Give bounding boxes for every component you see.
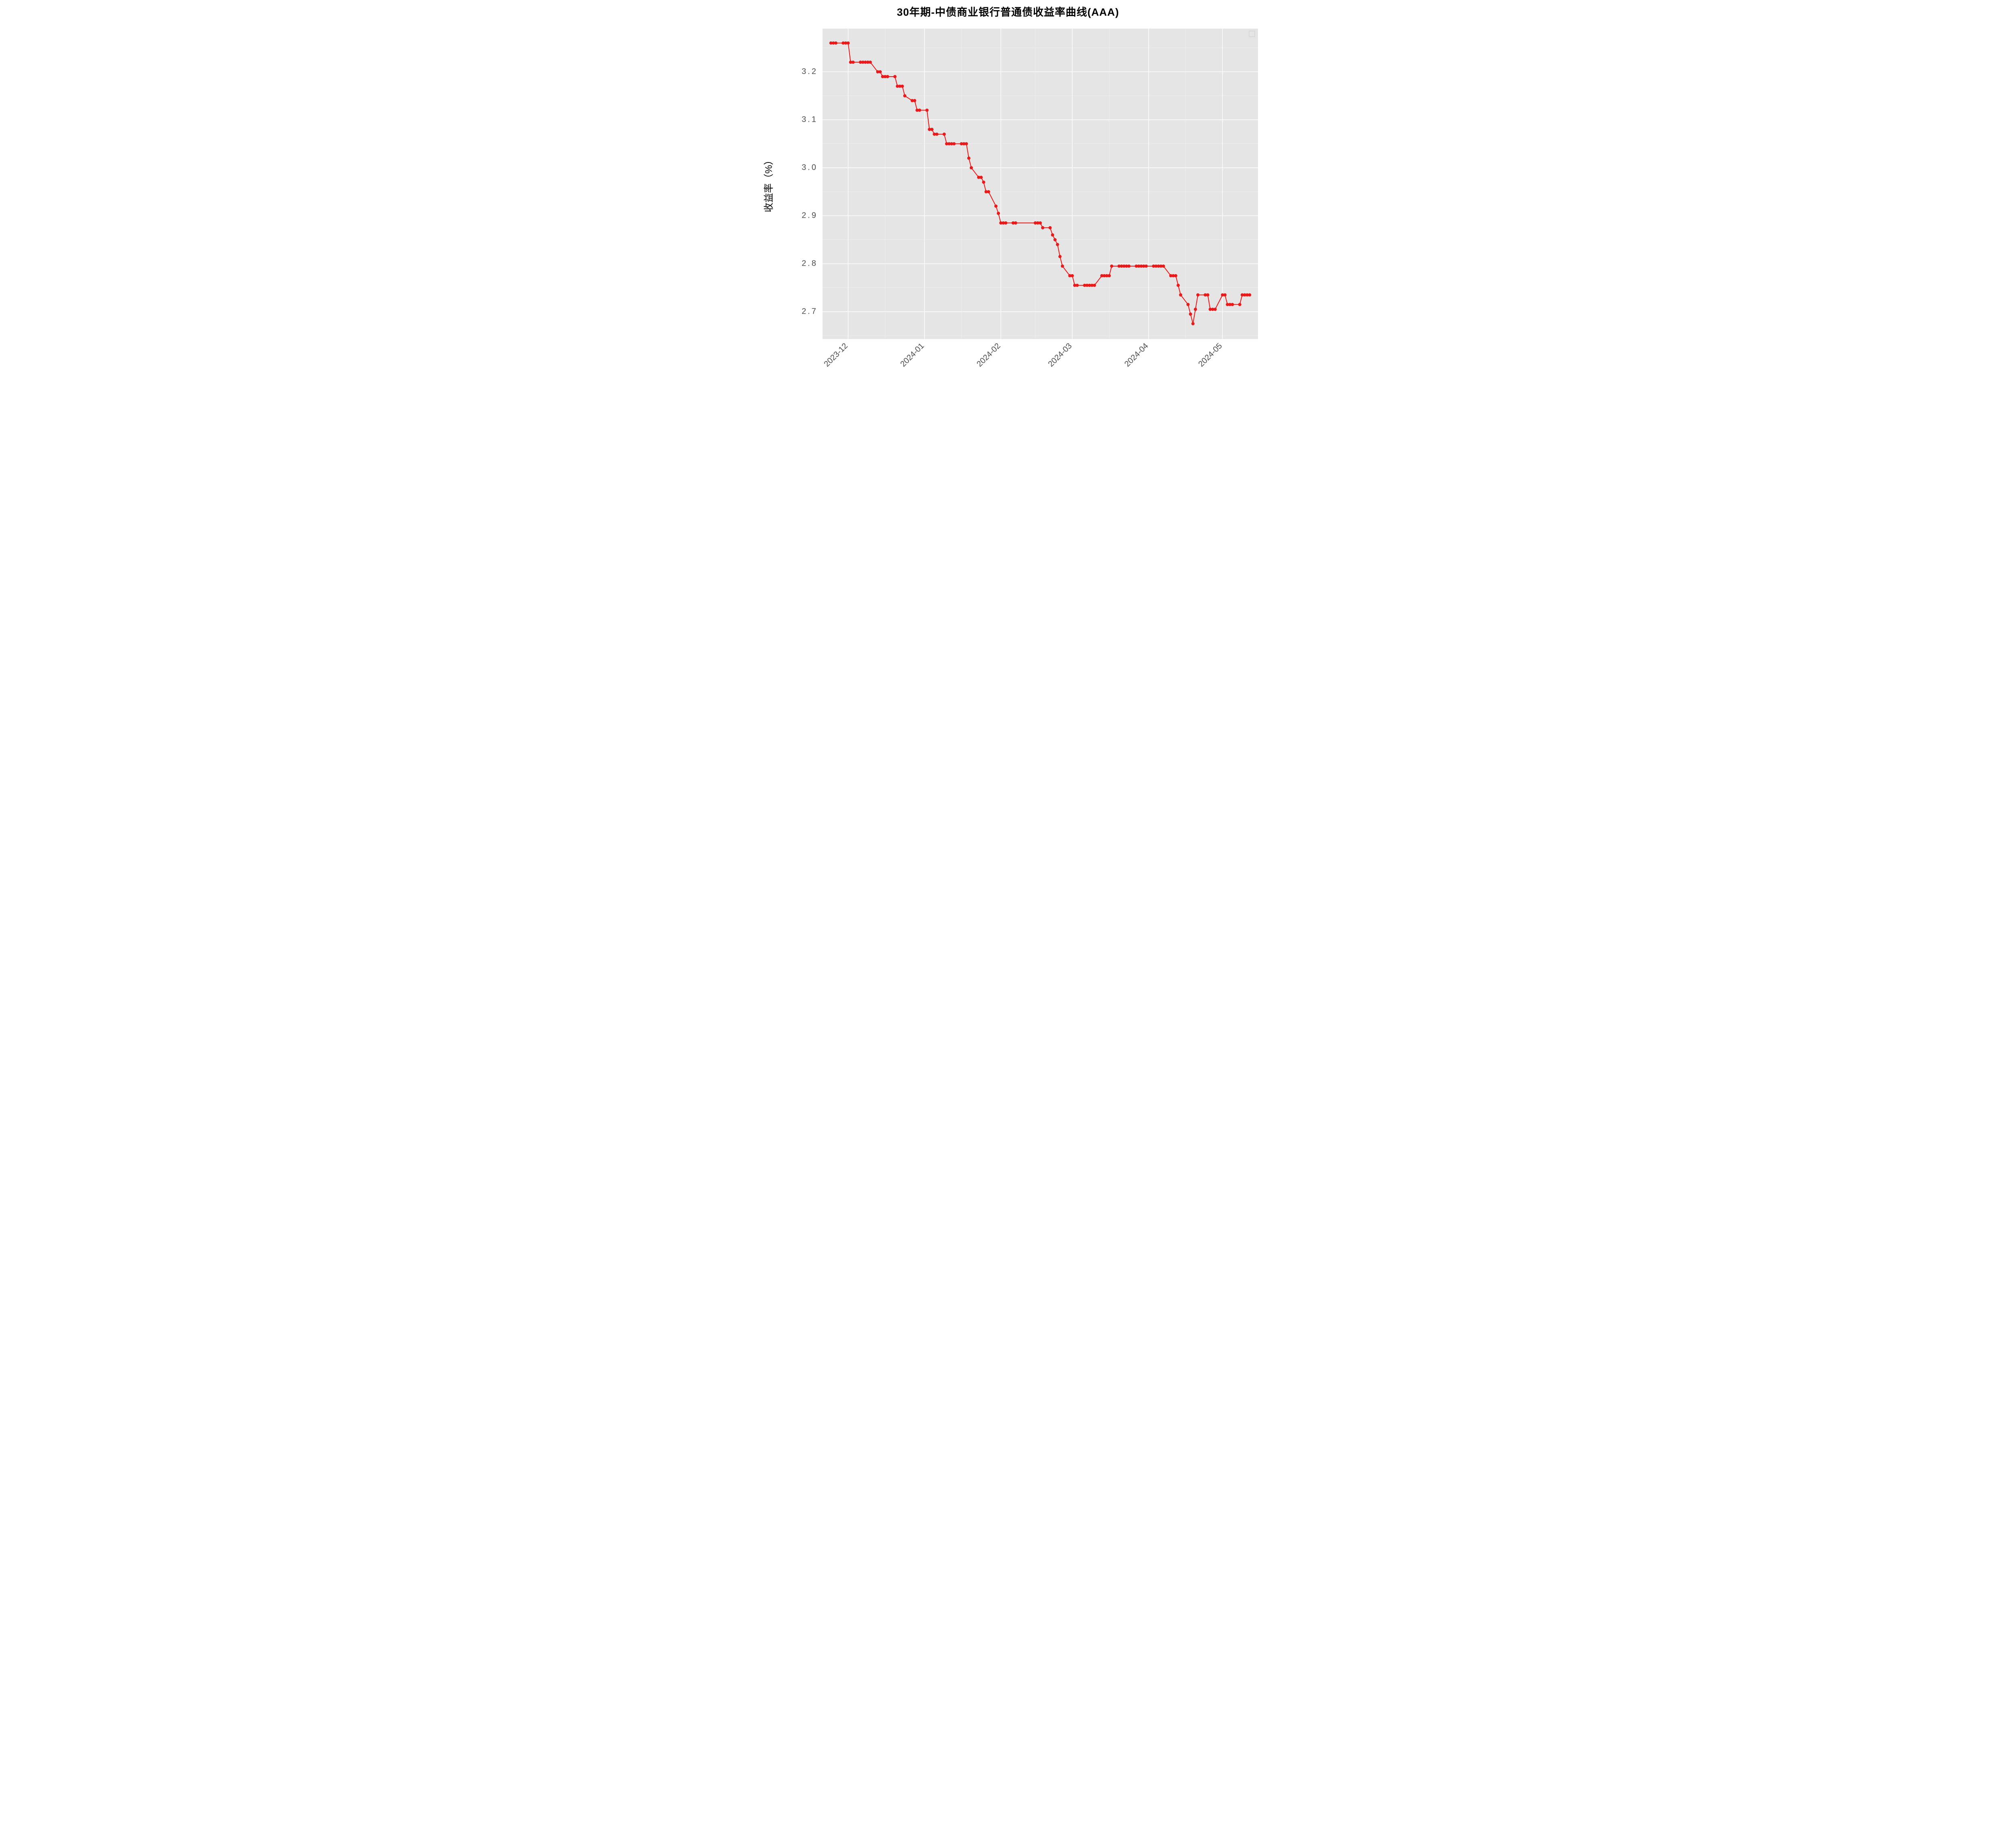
data-point	[970, 166, 973, 169]
data-point	[918, 108, 921, 112]
data-point	[1145, 264, 1148, 268]
data-point	[1076, 284, 1079, 287]
data-point	[913, 99, 916, 102]
data-point	[1187, 303, 1190, 306]
data-point	[893, 75, 897, 78]
data-point	[935, 133, 938, 136]
data-point	[1238, 303, 1241, 306]
data-point	[1196, 293, 1200, 297]
data-point	[901, 85, 904, 88]
data-point	[886, 75, 889, 78]
data-point	[1039, 221, 1042, 225]
y-tick-label: 3.1	[802, 115, 818, 124]
data-point	[1194, 308, 1197, 311]
data-point	[1058, 255, 1062, 258]
data-point	[965, 142, 968, 146]
yield-curve-chart: 2.7 2.8 2.9 3.0 3.1 3.2 2023-12 2024-01 2024-02 2…	[758, 21, 1266, 412]
data-point	[1004, 221, 1007, 225]
chart-title: 30年期-中债商业银行普通债收益率曲线(AAA)	[758, 4, 1258, 19]
data-point	[1054, 238, 1057, 241]
data-point	[852, 60, 855, 64]
data-point	[1048, 226, 1052, 229]
x-tick-label: 2024-04	[1123, 341, 1150, 368]
data-point	[1214, 308, 1217, 311]
data-point	[1070, 274, 1074, 277]
data-point	[1189, 312, 1192, 316]
data-point	[997, 212, 1000, 215]
data-point	[869, 60, 872, 64]
data-point	[1127, 264, 1131, 268]
y-tick-label: 3.2	[802, 67, 818, 76]
y-tick-label: 2.9	[802, 211, 818, 220]
data-point	[1206, 293, 1209, 297]
x-tick-label: 2024-02	[975, 341, 1002, 368]
data-point	[1177, 284, 1180, 287]
data-point	[903, 94, 906, 98]
data-point	[1174, 274, 1177, 277]
data-point	[1162, 264, 1165, 268]
data-point	[1110, 264, 1113, 268]
x-tick-label: 2024-03	[1046, 341, 1073, 368]
y-tick-label: 2.8	[802, 259, 818, 268]
data-point	[1041, 226, 1044, 229]
data-point	[1231, 303, 1234, 306]
data-point	[1108, 274, 1111, 277]
data-point	[1014, 221, 1017, 225]
data-point	[1248, 293, 1251, 297]
x-tick-label: 2023-12	[823, 341, 850, 368]
data-point	[1051, 233, 1054, 237]
data-point	[967, 156, 971, 160]
x-tick-label: 2024-05	[1197, 341, 1224, 368]
y-axis-label: 收益率（%）	[763, 155, 774, 212]
data-point	[952, 142, 956, 146]
data-point	[1223, 293, 1227, 297]
data-point	[1191, 322, 1195, 325]
data-point	[994, 204, 998, 208]
x-tick-label: 2024-01	[899, 341, 926, 368]
data-point	[1056, 243, 1059, 246]
data-point	[834, 42, 837, 45]
data-point	[847, 42, 850, 45]
data-point	[1179, 293, 1182, 297]
y-tick-label: 2.7	[802, 307, 818, 316]
data-point	[943, 133, 946, 136]
data-point	[982, 181, 985, 184]
data-point	[925, 108, 929, 112]
data-point	[930, 128, 933, 131]
y-tick-label: 3.0	[802, 163, 818, 172]
data-point	[979, 176, 983, 179]
data-point	[987, 190, 990, 194]
data-point	[1061, 264, 1064, 268]
data-point	[879, 70, 882, 73]
data-point	[1093, 284, 1096, 287]
